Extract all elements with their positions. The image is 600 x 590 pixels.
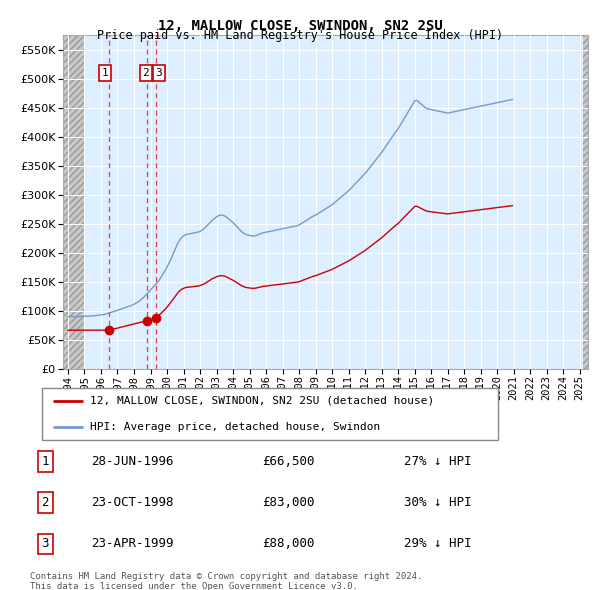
Text: 3: 3 [155,68,162,78]
Text: 23-APR-1999: 23-APR-1999 [91,537,173,550]
Text: £88,000: £88,000 [262,537,314,550]
Text: 12, MALLOW CLOSE, SWINDON, SN2 2SU (detached house): 12, MALLOW CLOSE, SWINDON, SN2 2SU (deta… [90,396,434,405]
Text: 23-OCT-1998: 23-OCT-1998 [91,496,173,509]
Text: 3: 3 [41,537,49,550]
Text: £66,500: £66,500 [262,455,314,468]
Text: £83,000: £83,000 [262,496,314,509]
Text: 1: 1 [101,68,109,78]
Text: Contains HM Land Registry data © Crown copyright and database right 2024.: Contains HM Land Registry data © Crown c… [30,572,422,581]
Text: Price paid vs. HM Land Registry's House Price Index (HPI): Price paid vs. HM Land Registry's House … [97,30,503,42]
Text: 29% ↓ HPI: 29% ↓ HPI [404,537,472,550]
Bar [63,35,85,369]
Text: 2: 2 [41,496,49,509]
Text: 12, MALLOW CLOSE, SWINDON, SN2 2SU: 12, MALLOW CLOSE, SWINDON, SN2 2SU [158,19,442,33]
Text: 28-JUN-1996: 28-JUN-1996 [91,455,173,468]
Text: HPI: Average price, detached house, Swindon: HPI: Average price, detached house, Swin… [90,422,380,431]
Text: This data is licensed under the Open Government Licence v3.0.: This data is licensed under the Open Gov… [30,582,358,590]
Text: 1: 1 [41,455,49,468]
Bar [583,35,588,369]
Text: 27% ↓ HPI: 27% ↓ HPI [404,455,472,468]
Text: 30% ↓ HPI: 30% ↓ HPI [404,496,472,509]
Text: 2: 2 [142,68,149,78]
